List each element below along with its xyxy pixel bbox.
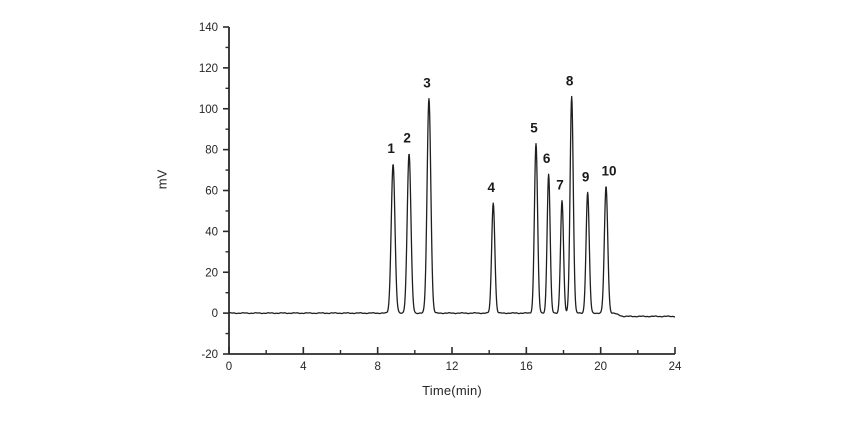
x-tick-label: 24 — [669, 361, 682, 373]
x-tick-label: 20 — [594, 361, 607, 373]
peak-label-5: 5 — [530, 120, 538, 135]
x-tick-label: 4 — [300, 361, 307, 373]
y-tick-label: 100 — [199, 104, 218, 116]
y-tick-label: 140 — [199, 22, 218, 34]
x-tick-label: 0 — [226, 361, 232, 373]
y-tick-label: 40 — [205, 226, 218, 238]
x-tick-label: 16 — [520, 361, 533, 373]
y-tick-label: 0 — [212, 308, 218, 320]
peak-label-1: 1 — [387, 141, 395, 156]
peak-label-4: 4 — [487, 180, 495, 195]
peak-label-10: 10 — [602, 163, 617, 178]
y-axis-title: mV — [154, 169, 170, 190]
y-tick-label: 20 — [205, 267, 218, 279]
peak-label-6: 6 — [543, 151, 551, 166]
y-tick-label: 60 — [205, 186, 218, 198]
y-tick-label: -20 — [201, 349, 218, 361]
x-tick-label: 8 — [374, 361, 380, 373]
x-axis-title: Time(min) — [422, 383, 482, 398]
x-tick-label: 12 — [446, 361, 459, 373]
y-tick-label: 120 — [199, 63, 218, 75]
peak-label-2: 2 — [403, 131, 411, 146]
y-tick-label: 80 — [205, 145, 218, 157]
peak-label-3: 3 — [423, 76, 431, 91]
peak-label-8: 8 — [566, 73, 574, 88]
peak-label-9: 9 — [582, 170, 590, 185]
peak-label-7: 7 — [556, 178, 564, 193]
chromatogram-trace — [228, 95, 676, 318]
